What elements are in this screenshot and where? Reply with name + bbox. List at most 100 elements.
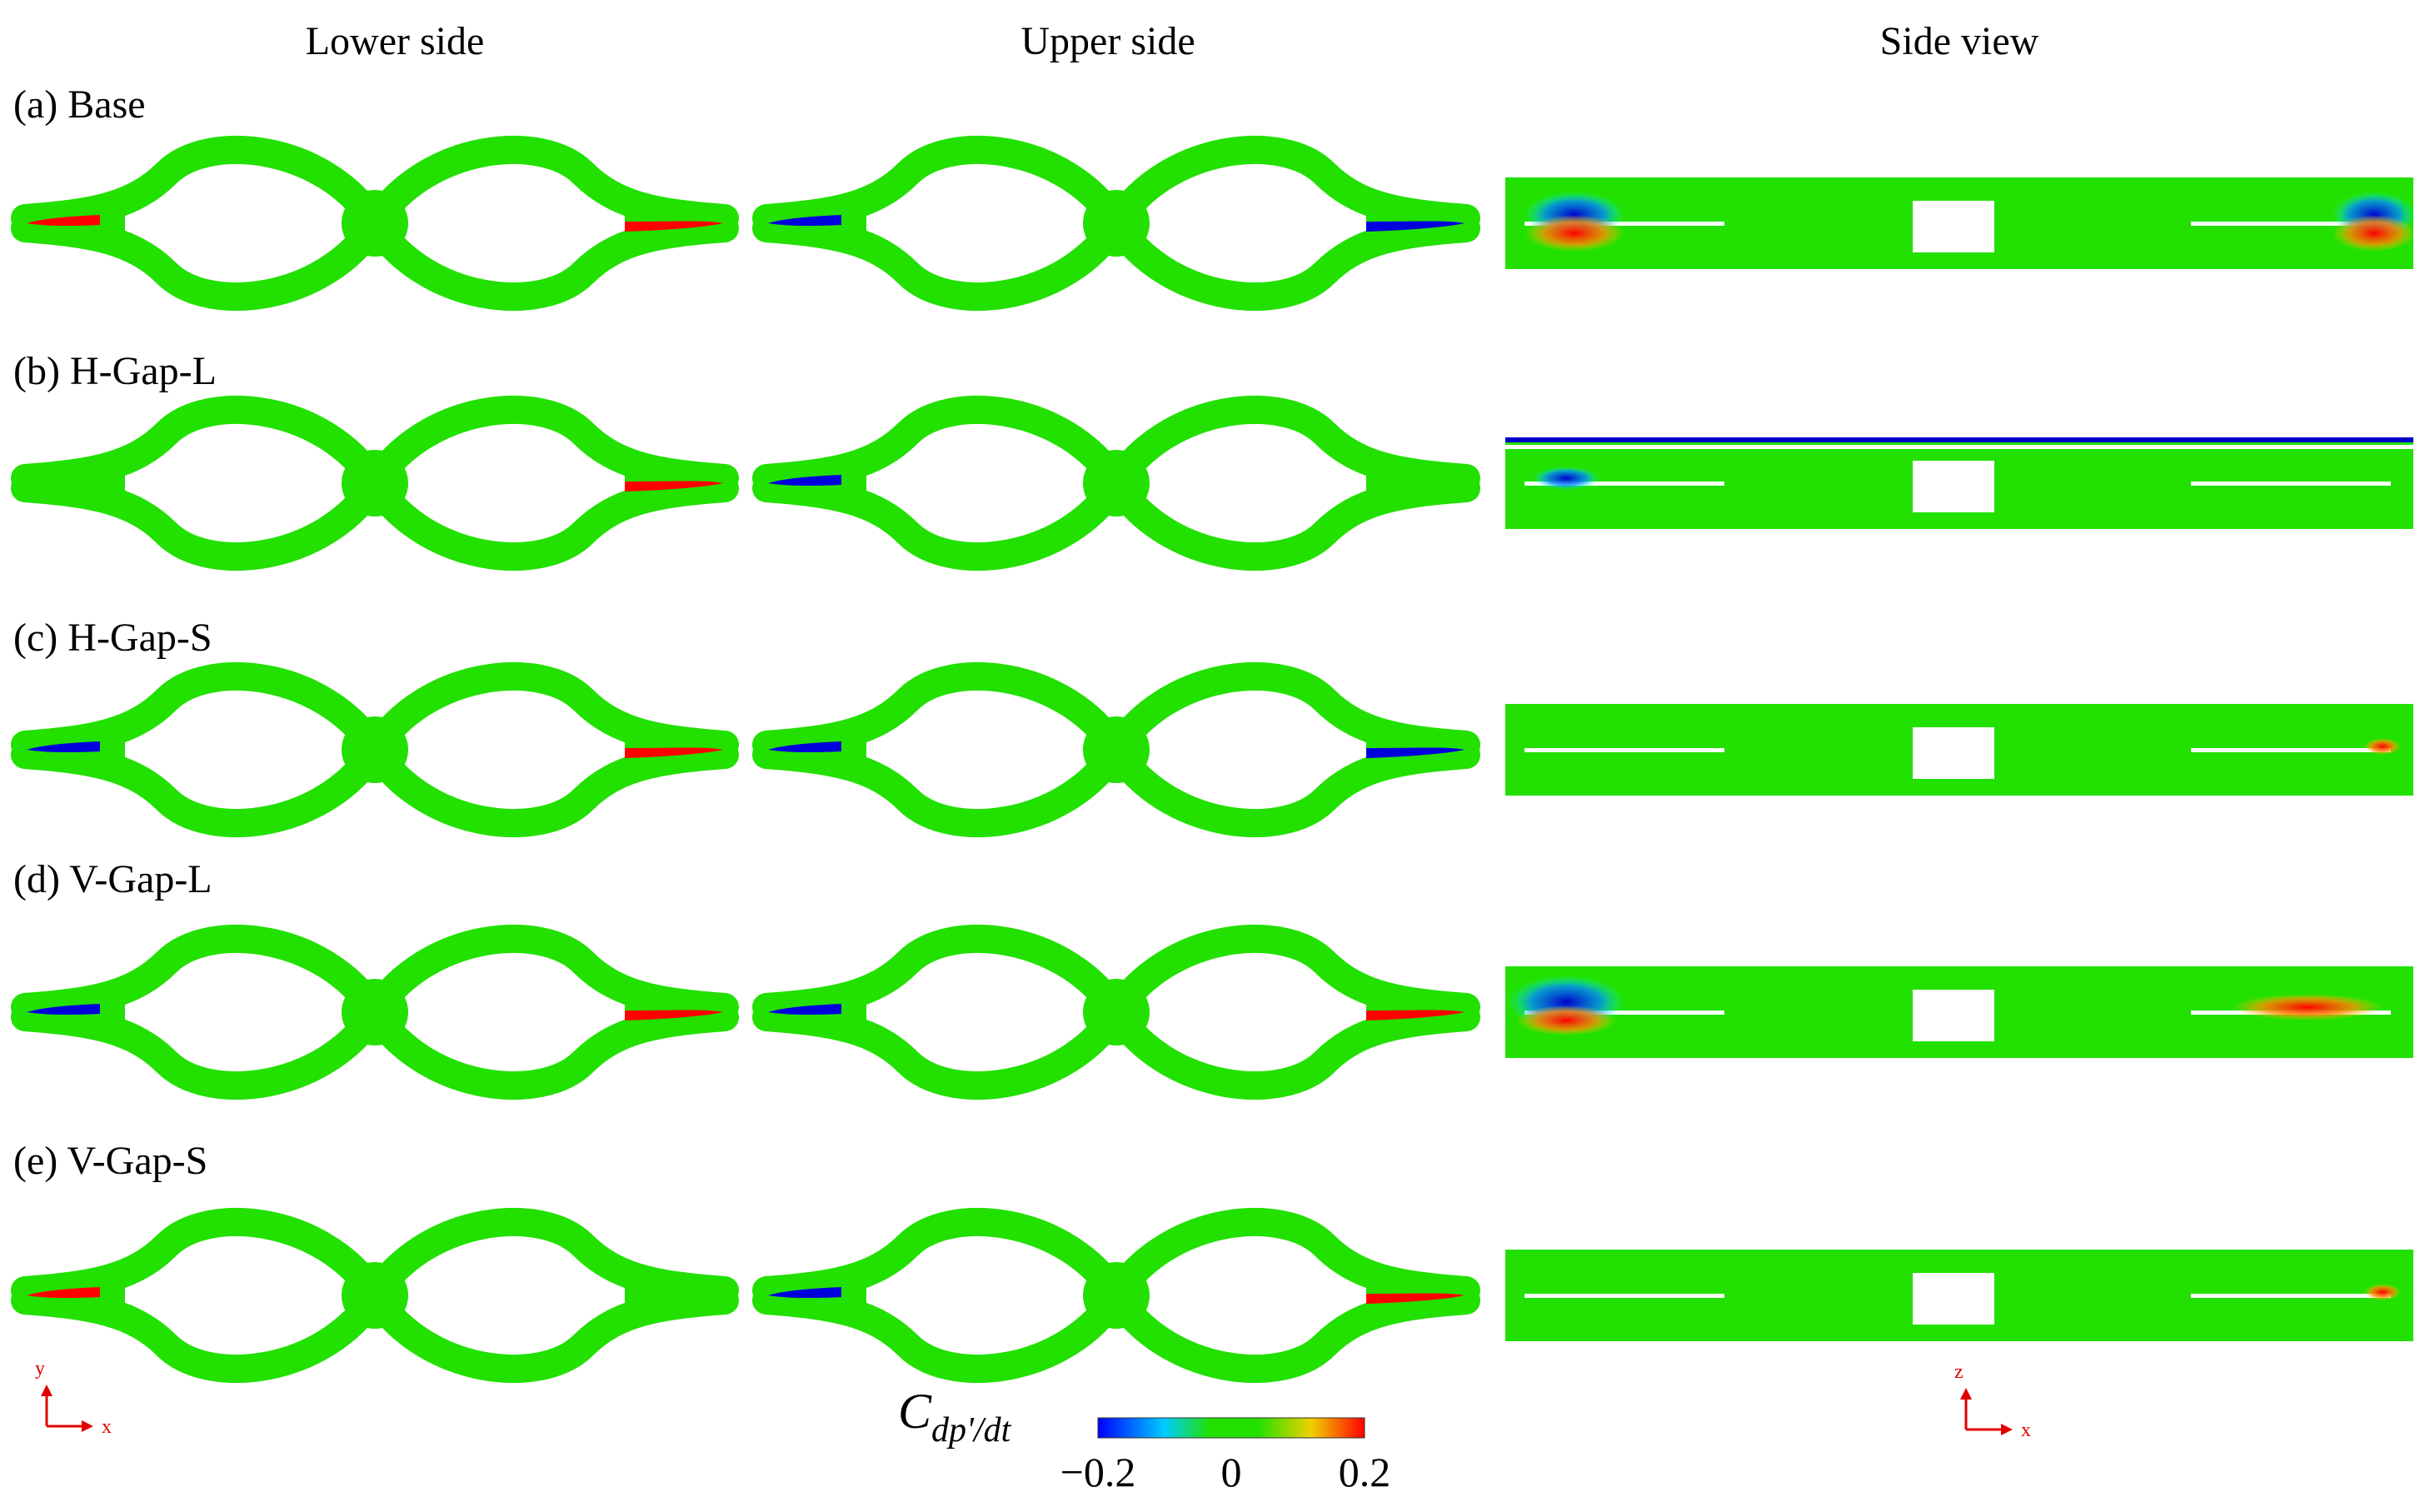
colorbar [1097,1417,1365,1439]
rotor-hub [1083,450,1150,516]
tip-patch-left [768,475,841,487]
tip-patch-right [1366,747,1464,758]
row-label-e: (e) V-Gap-S [13,1139,208,1183]
tip-patch-left [768,215,841,227]
colorbar-symbol: C [898,1384,932,1439]
blade-lower-left [752,209,1130,311]
rotor-upper-e [752,1208,1480,1383]
side-view-blade-left [1524,222,1724,226]
rotor-hub [342,979,408,1045]
pressure-blob-neg-left [1533,467,1599,490]
column-title-side-view: Side view [1879,19,2039,63]
pressure-blob-pos-right [2364,1284,2401,1300]
axis-indicator-xy: yx [35,1358,112,1438]
row-a [11,136,2416,311]
side-view-c [1505,704,2413,796]
blade-upper-left [11,136,389,237]
side-view-blade-right [2191,748,2391,752]
tip-patch-left [768,1004,841,1015]
side-view-hub-window [1913,1273,1994,1325]
rotor-hub [1083,1262,1150,1329]
blade-upper-left [752,1208,1130,1310]
tip-patch-right [1366,1010,1464,1020]
rotor-hub [342,1262,408,1329]
blade-tip-right [1366,475,1462,492]
blade-upper-left [11,396,389,497]
row-label-b: (b) H-Gap-L [13,349,217,393]
colorbar-tick-max: 0.2 [1338,1449,1391,1495]
axis-vertical-head [1960,1388,1972,1400]
side-view-hub-window [1913,727,1994,779]
rotor-hub [342,450,408,516]
blade-upper-right [361,925,739,1026]
blade-upper-left [752,662,1130,764]
tip-patch-right [625,481,723,492]
blade-lower-right [1102,209,1480,311]
tip-patch-left [768,1287,841,1299]
tip-patch-right [1366,1293,1464,1304]
rotor-hub [342,716,408,783]
blade-tip-right [625,1287,721,1304]
blade-lower-right [361,998,739,1100]
rotor-hub [342,190,408,257]
pressure-blob-pos-left [1524,215,1624,252]
blade-lower-left [11,736,389,837]
pressure-blob-pos-right [2364,738,2401,755]
rotor-hub [1083,716,1150,783]
tip-patch-right [625,747,723,758]
rotor-hub [1083,979,1150,1045]
blade-lower-left [11,469,389,571]
tip-patch-right [1366,221,1464,232]
blade-upper-right [361,396,739,497]
tip-patch-left [27,741,100,753]
side-view-blade-right [2191,482,2391,486]
side-view-hub-window [1913,461,1994,512]
axis-horizontal-head [82,1420,93,1432]
side-view-e [1505,1250,2413,1341]
blade-lower-right [1102,469,1480,571]
side-view-blade-left [1524,482,1724,486]
blade-lower-left [11,209,389,311]
blade-lower-left [752,736,1130,837]
blade-lower-right [1102,736,1480,837]
colorbar-subscript: dp'/dt [931,1411,1011,1450]
side-view-d [1505,966,2413,1058]
rotor-lower-a [11,136,739,311]
blade-upper-right [361,662,739,764]
blade-lower-left [752,1281,1130,1383]
axis-horizontal-label: x [102,1416,112,1438]
axis-vertical-label: y [35,1358,45,1380]
blade-upper-right [1102,136,1480,237]
side-view-hub-window [1913,201,1994,252]
blade-lower-right [1102,998,1480,1100]
tip-patch-right [625,1010,723,1020]
blade-upper-right [1102,1208,1480,1310]
blade-lower-right [361,209,739,311]
blade-upper-right [361,1208,739,1310]
row-e [11,1208,2413,1383]
side-view-blade-left [1524,748,1724,752]
pressure-blob-pos-right [2333,215,2416,252]
blade-tip-left [29,475,125,492]
side-view-hub-window [1913,990,1994,1041]
blade-lower-right [361,469,739,571]
rotor-upper-d [752,925,1480,1100]
row-d [11,925,2413,1100]
axis-horizontal-label: x [2021,1420,2031,1441]
blade-lower-left [752,998,1130,1100]
pressure-blob-pos-left [1516,1006,1616,1035]
column-title-upper-side: Upper side [1020,19,1195,63]
tip-patch-right [625,221,723,232]
blade-upper-left [11,925,389,1026]
field-panels [11,136,2416,1383]
blade-upper-left [752,396,1130,497]
axis-indicator-xz: zx [1954,1361,2031,1441]
blade-lower-left [752,469,1130,571]
blade-upper-right [1102,396,1480,497]
row-c [11,662,2413,837]
rotor-lower-c [11,662,739,837]
row-label-c: (c) H-Gap-S [13,616,212,660]
side-view-a [1505,177,2416,269]
side-view-blade-left [1524,1010,1724,1015]
